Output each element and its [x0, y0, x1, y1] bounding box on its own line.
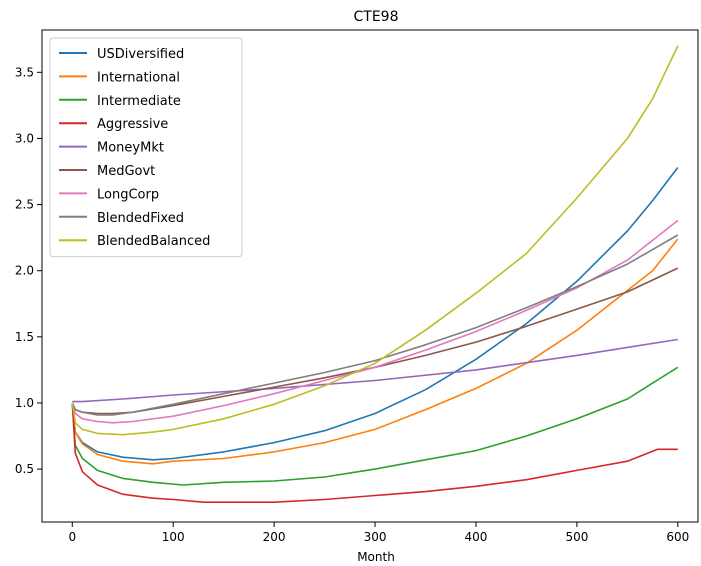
- y-tick-label: 2.0: [15, 264, 34, 278]
- series-line-4: [72, 338, 678, 403]
- legend-entry: BlendedBalanced: [97, 234, 210, 249]
- x-tick-label: 300: [364, 530, 387, 544]
- y-tick-label: 3.5: [15, 65, 34, 79]
- legend-entry: Aggressive: [97, 117, 168, 132]
- x-tick-label: 0: [68, 530, 76, 544]
- x-tick-label: 100: [162, 530, 185, 544]
- y-axis: 0.5 1.0 1.5 2.0 2.5 3.0 3.5: [15, 65, 42, 476]
- plot-frame: [41, 29, 699, 523]
- series-layer: [71, 45, 679, 504]
- legend-entry: International: [97, 70, 180, 85]
- legend-entry: BlendedFixed: [97, 211, 184, 226]
- legend-entry: USDiversified: [97, 47, 184, 62]
- chart-title: CTE98: [354, 9, 399, 25]
- series-line-7: [71, 234, 679, 416]
- x-tick-label: 600: [666, 530, 689, 544]
- y-tick-label: 1.0: [15, 396, 34, 410]
- series-line-5: [71, 267, 679, 415]
- series-line-2: [71, 366, 679, 486]
- series-line-1: [71, 238, 679, 465]
- x-axis-label: Month: [357, 550, 395, 564]
- series-line-3: [71, 402, 678, 504]
- y-tick-label: 2.5: [15, 198, 34, 212]
- x-tick-label: 400: [465, 530, 488, 544]
- legend-entry: Intermediate: [97, 94, 181, 109]
- legend-entry: MoneyMkt: [97, 141, 164, 156]
- legend-entry: MedGovt: [97, 164, 155, 179]
- legend-entry: LongCorp: [97, 187, 159, 202]
- series-line-8: [71, 45, 679, 436]
- x-tick-label: 500: [565, 530, 588, 544]
- series-line-0: [71, 167, 679, 461]
- x-tick-label: 200: [263, 530, 286, 544]
- x-axis: 0 100 200 300 400 500 600: [68, 522, 689, 544]
- legend: USDiversified International Intermediate Ag…: [49, 37, 243, 258]
- series-line-6: [71, 219, 679, 424]
- y-tick-label: 1.5: [15, 330, 34, 344]
- y-tick-label: 0.5: [15, 462, 34, 476]
- legend-box: [49, 37, 243, 258]
- y-tick-label: 3.0: [15, 131, 34, 145]
